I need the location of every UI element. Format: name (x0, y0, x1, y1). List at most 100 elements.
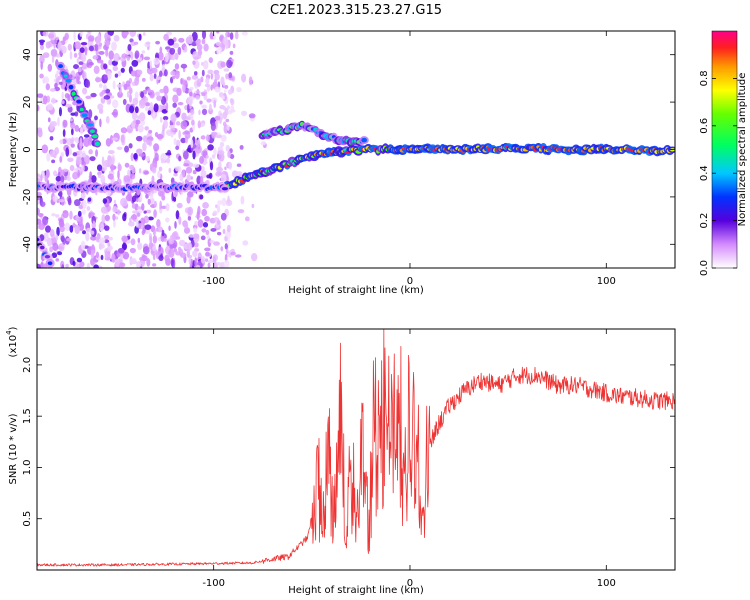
heat-noise-cell (52, 195, 58, 203)
heat-noise-cell (40, 201, 46, 207)
heat-noise-cell (202, 222, 209, 228)
x-tick-label: 100 (597, 578, 616, 589)
heat-noise-cell (220, 174, 227, 183)
heat-noise-cell (216, 166, 223, 173)
x-tick-label: 0 (407, 578, 413, 589)
heat-noise-cell (87, 197, 92, 202)
heat-noise-cell (219, 141, 225, 148)
heat-noise-cell (204, 215, 210, 222)
heat-noise-cell (111, 253, 116, 263)
heat-noise-cell (158, 255, 164, 262)
heat-noise-cell (65, 147, 70, 157)
heat-noise-cell (128, 93, 133, 103)
heat-noise-cell (173, 138, 177, 145)
heat-noise-cell (69, 210, 73, 220)
heat-noise-cell (103, 74, 108, 80)
heat-noise-cell (100, 243, 105, 249)
heat-noise-cell (172, 42, 180, 49)
heat-noise-cell (180, 120, 188, 130)
heat-noise-cell (197, 49, 203, 56)
y-tick-label: 40 (22, 48, 33, 61)
heat-noise-cell (74, 224, 81, 234)
heat-noise-cell (67, 197, 72, 206)
heat-noise-cell (136, 115, 140, 120)
heat-noise-cell (148, 129, 153, 134)
heat-noise-cell (104, 214, 111, 222)
heat-noise-cell (156, 219, 161, 229)
heat-noise-cell (61, 80, 67, 89)
colorbar: 0.0 0.2 0.4 0.6 0.8 Normalized spectral ampl… (699, 30, 748, 276)
figure-title: C2E1.2023.315.23.27.G15 (270, 3, 442, 18)
heat-noise-cell (225, 73, 229, 80)
heat-noise-cell (157, 51, 164, 61)
heat-noise-cell (155, 91, 161, 96)
spectrogram-y-label: Frequency (Hz) (8, 112, 19, 188)
heat-noise-cell (175, 121, 181, 126)
heat-noise-cell (145, 193, 149, 199)
heat-noise-cell (120, 127, 128, 134)
heat-noise-cell (178, 37, 185, 43)
heat-noise-cell (57, 171, 61, 178)
heat-noise-cell (191, 31, 198, 42)
heat-noise-cell (58, 218, 65, 228)
heat-noise-cell (214, 115, 221, 121)
heat-noise-cell (67, 157, 74, 163)
heat-noise-cell (134, 76, 139, 86)
heat-noise-cell (77, 169, 80, 178)
heat-noise-cell (37, 263, 41, 268)
heat-noise-cell (196, 210, 200, 221)
heat-noise-cell (183, 163, 190, 167)
heat-noise-cell (228, 161, 233, 170)
heat-noise-cell (58, 107, 62, 117)
heat-noise-cell (121, 235, 129, 243)
heat-noise-cell (135, 119, 141, 125)
heat-noise-cell (193, 71, 198, 76)
heat-noise-cell (201, 208, 208, 217)
heat-noise-cell (61, 264, 65, 268)
spectrogram-x-label: Height of straight line (km) (288, 285, 424, 296)
heat-noise-cell (86, 262, 90, 268)
heat-noise-cell (128, 221, 135, 227)
heat-noise-cell (186, 248, 190, 258)
heat-noise-cell (205, 77, 210, 85)
heat-noise-cell (113, 34, 120, 42)
heat-noise-cell (175, 210, 180, 220)
heat-noise-cell (116, 146, 123, 150)
heat-trace-cell (63, 74, 68, 78)
heat-noise-cell (65, 263, 69, 268)
heat-noise-cell (101, 164, 108, 172)
heat-noise-cell (138, 153, 145, 157)
heat-noise-cell (146, 68, 150, 73)
heat-trace-cell (71, 91, 76, 97)
heat-noise-cell (193, 227, 197, 234)
heat-noise-cell (213, 99, 217, 109)
heat-noise-cell (222, 228, 226, 235)
heat-noise-cell (113, 199, 117, 204)
heat-noise-cell (248, 76, 253, 86)
heat-noise-cell (210, 122, 216, 132)
heat-noise-cell (153, 103, 159, 113)
heat-noise-cell (99, 118, 102, 128)
heat-noise-cell (159, 116, 163, 123)
heat-noise-cell (248, 113, 256, 119)
heat-noise-cell (107, 173, 114, 180)
heat-noise-cell (192, 233, 200, 240)
heat-noise-cell (183, 243, 189, 250)
heat-noise-cell (170, 113, 177, 123)
heat-noise-cell (132, 210, 139, 214)
heat-noise-cell (237, 209, 245, 214)
heat-noise-cell (37, 93, 44, 99)
heat-noise-cell (190, 108, 195, 116)
heat-noise-cell (186, 162, 194, 168)
x-tick-label: 0 (407, 276, 413, 287)
heat-noise-cell (54, 73, 59, 79)
heat-noise-cell (40, 61, 43, 70)
y-tick-label: 20 (22, 96, 33, 109)
heat-noise-cell (116, 252, 121, 258)
heat-noise-cell (168, 225, 171, 231)
heat-trace-cell (47, 261, 53, 266)
heat-noise-cell (55, 258, 60, 262)
heat-noise-cell (93, 264, 99, 268)
heat-noise-cell (102, 84, 107, 91)
